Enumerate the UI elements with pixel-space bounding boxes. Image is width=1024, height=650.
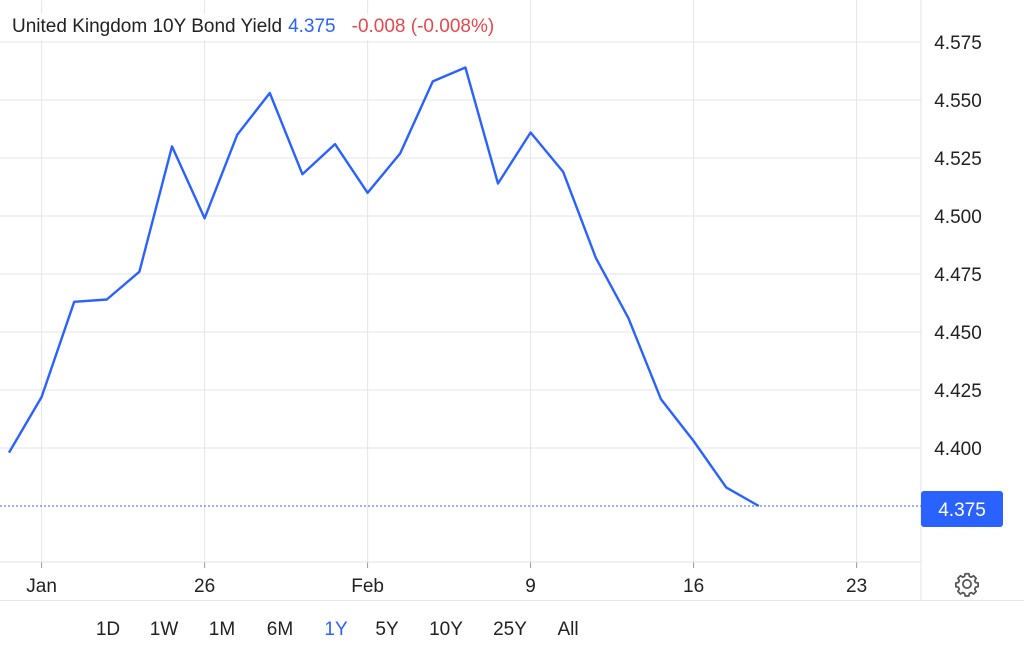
yield-series-line bbox=[7, 66, 760, 508]
gear-icon[interactable] bbox=[954, 571, 980, 597]
y-tick-label: 4.475 bbox=[934, 265, 982, 286]
y-axis-ticks: 4.400 4.425 4.450 4.475 4.500 4.525 4.550 4.575 bbox=[934, 33, 982, 460]
y-tick-label: 4.450 bbox=[934, 323, 982, 344]
range-button-5y[interactable]: 5Y bbox=[375, 619, 399, 640]
legend-value: 4.375 bbox=[288, 16, 336, 37]
range-selector: 1D 1W 1M 6M 1Y 5Y 10Y 25Y All bbox=[0, 600, 1024, 650]
y-tick-label: 4.550 bbox=[934, 91, 982, 112]
y-tick-label: 4.400 bbox=[934, 439, 982, 460]
x-tick-label: 16 bbox=[683, 576, 704, 597]
range-button-1d[interactable]: 1D bbox=[95, 619, 121, 640]
x-tick-label: 23 bbox=[846, 576, 867, 597]
y-tick-label: 4.525 bbox=[934, 149, 982, 170]
last-value-badge bbox=[921, 491, 1003, 527]
range-button-1w[interactable]: 1W bbox=[149, 619, 179, 640]
range-button-1m[interactable]: 1M bbox=[208, 619, 236, 640]
y-tick-label: 4.575 bbox=[934, 33, 982, 54]
x-tick-label: Feb bbox=[351, 576, 384, 597]
range-button-6m[interactable]: 6M bbox=[266, 619, 294, 640]
range-button-25y[interactable]: 25Y bbox=[493, 619, 527, 640]
x-tick-label: Jan bbox=[26, 576, 57, 597]
range-button-10y[interactable]: 10Y bbox=[429, 619, 463, 640]
legend-title: United Kingdom 10Y Bond Yield bbox=[12, 16, 283, 37]
range-button-all[interactable]: All bbox=[557, 619, 579, 640]
x-axis-ticks: Jan 26 Feb 9 16 23 bbox=[0, 561, 921, 597]
last-value-label: 4.375 bbox=[938, 500, 986, 521]
y-tick-label: 4.500 bbox=[934, 207, 982, 228]
legend-change: -0.008 (-0.008%) bbox=[351, 16, 495, 37]
chart-legend: United Kingdom 10Y Bond Yield 4.375 -0.008… bbox=[6, 14, 501, 40]
x-tick-label: 26 bbox=[194, 576, 215, 597]
range-button-1y[interactable]: 1Y bbox=[324, 619, 348, 640]
y-tick-label: 4.425 bbox=[934, 381, 982, 402]
x-tick-label: 9 bbox=[525, 576, 536, 597]
grid-lines bbox=[0, 0, 921, 562]
